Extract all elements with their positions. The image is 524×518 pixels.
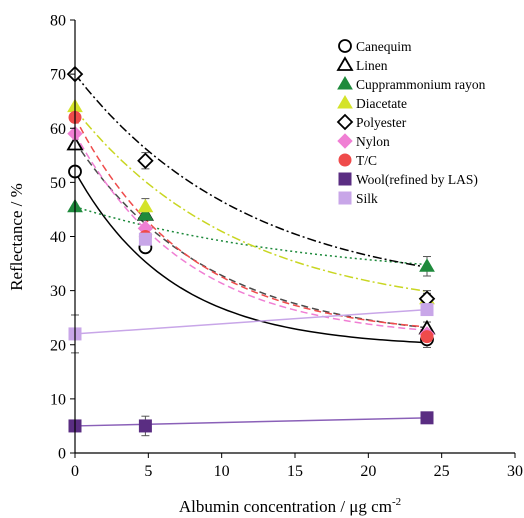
legend-label: Diacetate [356, 96, 407, 111]
trend-line [74, 308, 428, 335]
data-point [138, 419, 152, 433]
legend-marker [337, 95, 353, 109]
trend-line [74, 133, 428, 332]
y-axis-title: Reflectance / % [7, 183, 26, 291]
x-tick-label: 5 [144, 463, 152, 480]
trend-line [74, 171, 428, 344]
y-tick-label: 60 [50, 121, 66, 138]
y-tick-label: 20 [50, 337, 66, 354]
series-layer [66, 65, 436, 437]
y-tick-label: 80 [50, 13, 66, 30]
x-axis-title-superscript: -2 [392, 496, 401, 508]
y-tick-label: 50 [50, 175, 66, 192]
y-tick-label: 0 [58, 446, 66, 463]
y-tick-label: 70 [50, 67, 66, 84]
legend-marker [338, 39, 352, 53]
x-axis-title: Albumin concentration / μg cm-2 [179, 496, 401, 516]
data-point [420, 330, 434, 344]
data-point [419, 258, 435, 272]
trend-line [74, 141, 428, 329]
x-tick-label: 20 [360, 463, 376, 480]
axes-layer: 0 10 20 30 40 50 60 70 80 0 5 10 15 20 25 30 [50, 13, 523, 481]
legend-label: Silk [356, 191, 378, 206]
x-tick-label: 30 [507, 463, 523, 480]
legend-marker [336, 113, 354, 131]
y-tick-label: 10 [50, 391, 66, 408]
trend-line [74, 108, 428, 293]
x-tick-label: 0 [71, 463, 79, 480]
data-point [420, 411, 434, 425]
legend-label: Polyester [356, 115, 407, 130]
legend-label: Wool(refined by LAS) [356, 172, 478, 187]
legend-label: Nylon [356, 134, 390, 149]
legend-marker [338, 172, 352, 186]
legend-label: Cupprammonium rayon [356, 77, 486, 92]
x-tick-label: 15 [287, 463, 303, 480]
x-tick-label: 10 [214, 463, 230, 480]
data-point [137, 152, 154, 169]
legend-label: Canequim [356, 39, 412, 54]
x-tick-label: 25 [434, 463, 450, 480]
legend-marker [337, 76, 353, 90]
trend-line [74, 417, 428, 427]
legend-marker [338, 153, 352, 167]
y-tick-label: 30 [50, 283, 66, 300]
data-point [137, 206, 154, 221]
legend-label: T/C [356, 153, 377, 168]
data-point [420, 303, 434, 317]
legend-marker [337, 133, 353, 149]
y-tick-label: 40 [50, 229, 66, 246]
legend-label: Linen [356, 58, 388, 73]
legend-marker [336, 56, 354, 71]
data-point [137, 198, 154, 213]
legend-marker [338, 191, 352, 205]
data-point [138, 232, 152, 246]
legend: Canequim Linen Cupprammonium rayon Diacetat… [336, 39, 486, 206]
trend-line [74, 73, 428, 268]
